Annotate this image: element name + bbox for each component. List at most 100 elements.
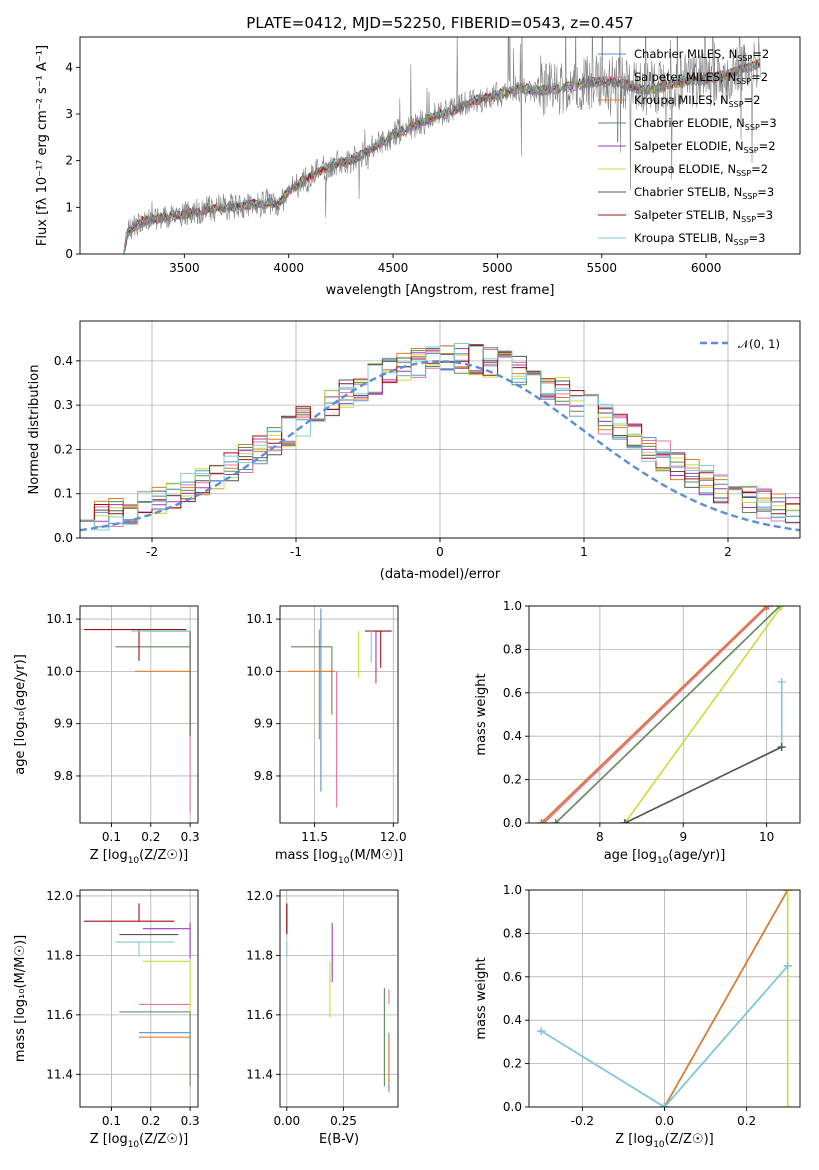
x-tick-label: 0.00 [273, 1114, 300, 1128]
mass-weight-vs-metallicity-panel: -0.2 0.0 0.2 0.0 0.2 0.4 0.6 0.8 1.0 Z [log10(Z/Z… [474, 883, 801, 1150]
y-tick-label: 0.4 [54, 354, 73, 368]
mass-weight-line [540, 606, 768, 823]
mass-weight-line [624, 606, 783, 823]
legend-entry: Kroupa STELIB, NSSP=3 [634, 231, 765, 247]
y-tick-label: 0.2 [503, 773, 522, 787]
plot-area [286, 903, 390, 1093]
legend-entry: 𝒩(0, 1) [738, 337, 780, 351]
x-tick-label: 2 [724, 545, 732, 559]
y-tick-label: 0.1 [54, 487, 73, 501]
mass-weight-line [555, 606, 781, 823]
y-tick-label: 0.0 [503, 1100, 522, 1114]
y-tick-label: 0.3 [54, 398, 73, 412]
plot-area [537, 606, 786, 823]
data-point-marker [620, 819, 629, 823]
residual-histogram [80, 343, 800, 531]
residuals-panel: -2 -1 0 1 2 0.0 0.1 0.2 0.3 0.4 𝒩(0, 1) (data-model… [27, 320, 801, 582]
normal-reference-curve [80, 360, 800, 532]
x-tick-label: 11.5 [301, 830, 328, 844]
y-tick-label: 1 [65, 200, 73, 214]
model-spectrum-line [123, 59, 761, 254]
mass-weight-line [540, 965, 789, 1107]
spectrum-panel: 3500 4000 4500 5000 5500 6000 0 1 2 3 4 wavelength … [35, 36, 801, 298]
x-tick-label: 5500 [586, 261, 617, 275]
x-tick-label: -1 [290, 545, 302, 559]
plot-area [123, 37, 761, 254]
x-tick-label: 0.2 [141, 1114, 160, 1128]
axes-frame [79, 36, 801, 255]
y-tick-label: 11.6 [46, 1008, 73, 1022]
y-tick-label: 12.0 [246, 889, 273, 903]
y-tick-label: 1.0 [503, 599, 522, 613]
x-axis-label: (data-model)/error [380, 567, 501, 582]
data-point-marker [783, 961, 792, 970]
y-tick-label: 9.8 [54, 769, 73, 783]
y-tick-label: 0.8 [503, 926, 522, 940]
mass-weight-line [543, 606, 769, 823]
x-tick-label: 10 [759, 830, 774, 844]
mass-vs-metallicity-panel: 0.1 0.2 0.3 11.4 11.6 11.8 12.0 Z [log10(Z/Z☉)]… [13, 889, 200, 1150]
x-tick-label: 4000 [273, 261, 304, 275]
axes-frame [279, 605, 399, 824]
x-tick-label: 0.1 [102, 830, 121, 844]
y-axis-label: mass weight [474, 957, 489, 1039]
x-tick-label: 5000 [482, 261, 513, 275]
y-tick-label: 0.4 [503, 729, 522, 743]
x-tick-label: 0 [436, 545, 444, 559]
y-axis-label: Flux [fλ 10⁻¹⁷ erg cm⁻² s⁻¹ A⁻¹] [35, 45, 50, 246]
legend-entry: Kroupa MILES, NSSP=2 [634, 93, 760, 109]
legend-entry: Salpeter STELIB, NSSP=3 [634, 208, 773, 224]
x-axis-label: Z [log10(Z/Z☉)] [615, 1132, 713, 1150]
x-tick-label: 0.3 [181, 830, 200, 844]
data-point-marker [537, 1027, 546, 1036]
y-tick-label: 0 [65, 247, 73, 261]
x-tick-label: 9 [679, 830, 687, 844]
x-tick-label: 3500 [169, 261, 200, 275]
plot-area [537, 890, 792, 1107]
x-axis-label: Z [log10(Z/Z☉)] [90, 1132, 188, 1150]
y-tick-label: 0.0 [54, 531, 73, 545]
data-point-marker [551, 819, 560, 823]
y-tick-label: 9.9 [54, 717, 73, 731]
plot-area [287, 608, 392, 808]
mass-weight-line [624, 682, 783, 823]
y-tick-label: 0.4 [503, 1013, 522, 1027]
axes-frame [528, 889, 801, 1108]
y-tick-label: 11.6 [246, 1008, 273, 1022]
y-tick-label: 0.2 [54, 442, 73, 456]
x-tick-label: 0.3 [181, 1114, 200, 1128]
y-tick-label: 2 [65, 154, 73, 168]
mass-weight-line [663, 890, 789, 1107]
axes-frame [79, 605, 199, 824]
y-axis-label: mass [log₁₀(M/M☉)] [13, 935, 28, 1062]
x-tick-label: 6000 [691, 261, 722, 275]
y-tick-label: 4 [65, 60, 73, 74]
y-tick-label: 9.8 [254, 769, 273, 783]
x-tick-label: -0.2 [571, 1114, 594, 1128]
y-axis-label: Normed distribution [27, 365, 42, 495]
x-axis-label: E(B-V) [319, 1132, 359, 1147]
age-vs-metallicity-panel: 0.1 0.2 0.3 9.8 9.9 10.0 10.1 Z [log10(Z/Z☉)] ag… [13, 605, 200, 866]
y-tick-label: 11.4 [46, 1067, 73, 1081]
data-point-marker [660, 1103, 669, 1107]
y-tick-label: 9.9 [254, 717, 273, 731]
plot-area [80, 343, 800, 532]
y-tick-label: 10.0 [246, 664, 273, 678]
x-tick-label: 1 [580, 545, 588, 559]
axes-frame [279, 889, 399, 1108]
plot-area [83, 628, 191, 813]
y-tick-label: 0.0 [503, 816, 522, 830]
model-spectrum-line [123, 63, 761, 254]
y-tick-label: 10.0 [46, 664, 73, 678]
y-tick-label: 11.8 [246, 948, 273, 962]
x-tick-label: 0.25 [330, 1114, 357, 1128]
y-tick-label: 10.1 [246, 612, 273, 626]
x-tick-label: 12.0 [380, 830, 407, 844]
x-tick-label: 0.1 [102, 1114, 121, 1128]
legend-entry: Chabrier MILES, NSSP=2 [634, 47, 769, 63]
y-tick-label: 0.8 [503, 642, 522, 656]
y-tick-label: 0.6 [503, 686, 522, 700]
y-tick-label: 0.6 [503, 970, 522, 984]
axes-frame [79, 889, 199, 1108]
